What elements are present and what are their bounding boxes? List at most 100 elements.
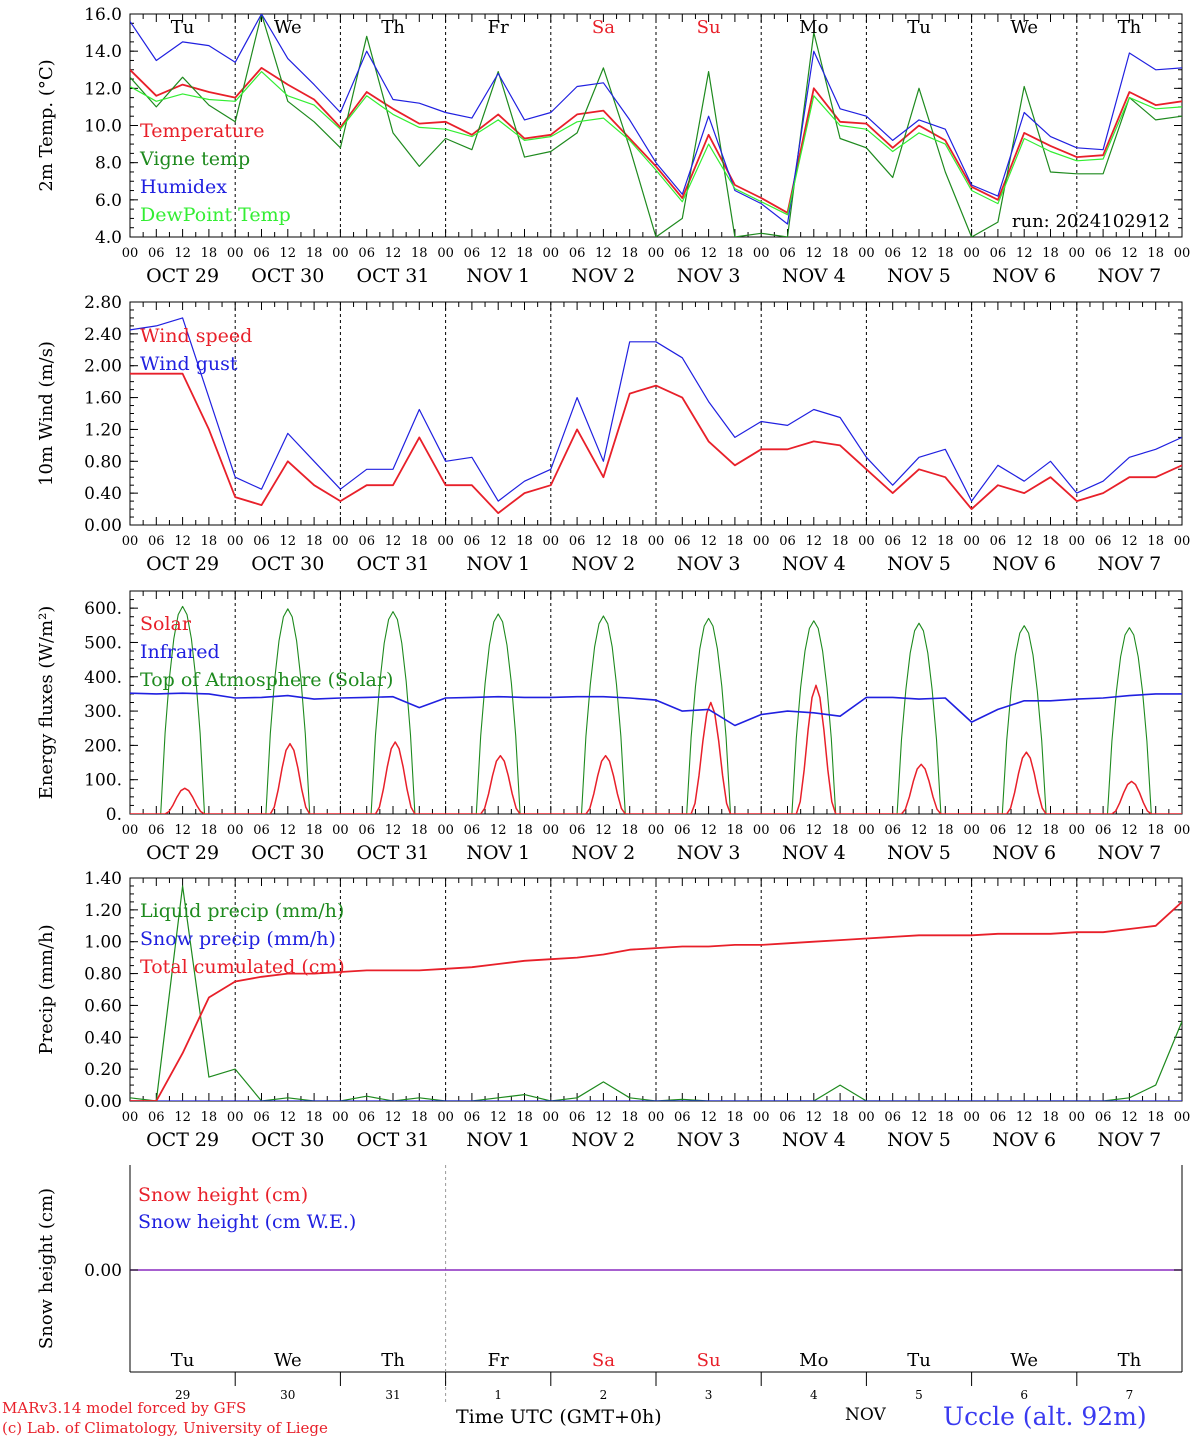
hour-tick-label: 00 [963,1110,980,1125]
hour-tick-label: 12 [280,246,297,261]
date-label: OCT 31 [356,265,429,287]
hour-tick-label: 18 [411,246,428,261]
y-tick-label: 1.20 [84,420,122,440]
y-axis-label: Snow height (cm) [36,1188,57,1349]
hour-tick-label: 00 [963,534,980,549]
y-tick-label: 0.80 [84,452,122,472]
date-label: NOV 6 [992,265,1056,287]
hour-tick-label: 00 [648,246,665,261]
hour-tick-label: 00 [963,823,980,838]
hour-tick-label: 06 [674,823,691,838]
hour-tick-label: 00 [858,823,875,838]
date-label: OCT 29 [146,265,219,287]
series-dewpoint-temp [130,70,1182,216]
hour-tick-label: 12 [595,246,612,261]
day-number: 31 [385,1388,400,1402]
date-label: NOV 6 [992,842,1056,864]
legend-entry: Infrared [140,641,220,663]
hour-tick-label: 00 [437,534,454,549]
weekday-label: Mo [799,17,828,38]
hour-tick-label: 00 [332,823,349,838]
hour-tick-label: 18 [832,246,849,261]
hour-tick-label: 06 [990,823,1007,838]
weekday-label: Th [381,17,405,38]
date-label: NOV 3 [677,842,741,864]
y-axis-label: 2m Temp. (°C) [36,59,57,191]
series-group [130,14,1182,237]
date-label: NOV 1 [466,1129,530,1151]
month-label: NOV [845,1405,886,1425]
date-label: OCT 30 [251,1129,324,1151]
panel-wind: 00 06 12 18 OCT 29 00 06 12 18 OCT 30 00 06 12 18 OCT … [36,293,1190,575]
legend-entry: Vigne temp [139,148,250,170]
y-tick-label: 100. [84,771,122,791]
hour-tick-label: 12 [806,246,823,261]
weekday-label: Mo [799,1350,828,1371]
hour-tick-label: 18 [621,534,638,549]
date-label: NOV 3 [677,1129,741,1151]
weekday-label: We [1010,1350,1038,1371]
weekday-label: Tu [171,1350,195,1371]
hour-tick-label: 18 [306,1110,323,1125]
date-label: NOV 4 [782,553,846,575]
hour-tick-label: 06 [990,534,1007,549]
hour-tick-label: 00 [1174,246,1191,261]
hour-tick-label: 18 [201,534,218,549]
hour-tick-label: 12 [595,1110,612,1125]
hour-tick-label: 06 [358,534,375,549]
y-tick-label: 4.0 [95,228,122,248]
weekday-label: Su [697,1350,721,1371]
hour-tick-label: 18 [1042,246,1059,261]
hour-tick-label: 00 [437,1110,454,1125]
hour-tick-label: 00 [858,534,875,549]
y-tick-label: 400. [84,668,122,688]
hour-tick-label: 18 [1147,246,1164,261]
hour-tick-label: 00 [753,823,770,838]
legend-entry: Humidex [140,176,227,198]
hour-tick-label: 12 [174,534,191,549]
hour-tick-label: 18 [1147,1110,1164,1125]
y-tick-label: 16.0 [84,5,122,25]
y-tick-label: 10.0 [84,117,122,137]
hour-tick-label: 06 [358,823,375,838]
hour-tick-label: 12 [280,534,297,549]
hour-tick-label: 06 [779,1110,796,1125]
hour-tick-label: 12 [280,1110,297,1125]
y-tick-label: 0. [106,805,122,825]
hour-tick-label: 18 [201,246,218,261]
hour-tick-label: 12 [1016,1110,1033,1125]
date-label: NOV 2 [572,265,636,287]
y-tick-label: 14.0 [84,42,122,62]
hour-tick-label: 12 [490,246,507,261]
hour-tick-label: 06 [884,534,901,549]
hour-tick-label: 00 [1069,1110,1086,1125]
hour-tick-label: 06 [253,823,270,838]
hour-tick-label: 18 [1042,1110,1059,1125]
hour-tick-label: 18 [411,1110,428,1125]
hour-tick-label: 06 [253,1110,270,1125]
series-vigne-temp [130,14,1182,237]
y-tick-label: 12.0 [84,79,122,99]
hour-tick-label: 12 [174,1110,191,1125]
hour-tick-label: 12 [806,823,823,838]
legend-entry: Temperature [140,120,264,142]
hour-tick-label: 00 [122,534,139,549]
y-axis-label: Energy fluxes (W/m²) [36,606,57,800]
hour-tick-label: 18 [201,1110,218,1125]
hour-tick-label: 00 [437,823,454,838]
hour-tick-label: 00 [753,1110,770,1125]
y-tick-label: 200. [84,736,122,756]
hour-tick-label: 00 [753,534,770,549]
hour-tick-label: 12 [1016,534,1033,549]
weekday-label: Su [697,17,721,38]
legend-entry: Wind speed [140,325,252,347]
date-label: OCT 30 [251,265,324,287]
date-label: NOV 1 [466,265,530,287]
hour-tick-label: 18 [306,246,323,261]
hour-tick-label: 06 [569,246,586,261]
hour-tick-label: 18 [411,534,428,549]
hour-tick-label: 06 [674,534,691,549]
y-tick-label: 0.00 [84,1261,122,1281]
legend-entry: DewPoint Temp [140,204,291,226]
hour-tick-label: 18 [727,823,744,838]
